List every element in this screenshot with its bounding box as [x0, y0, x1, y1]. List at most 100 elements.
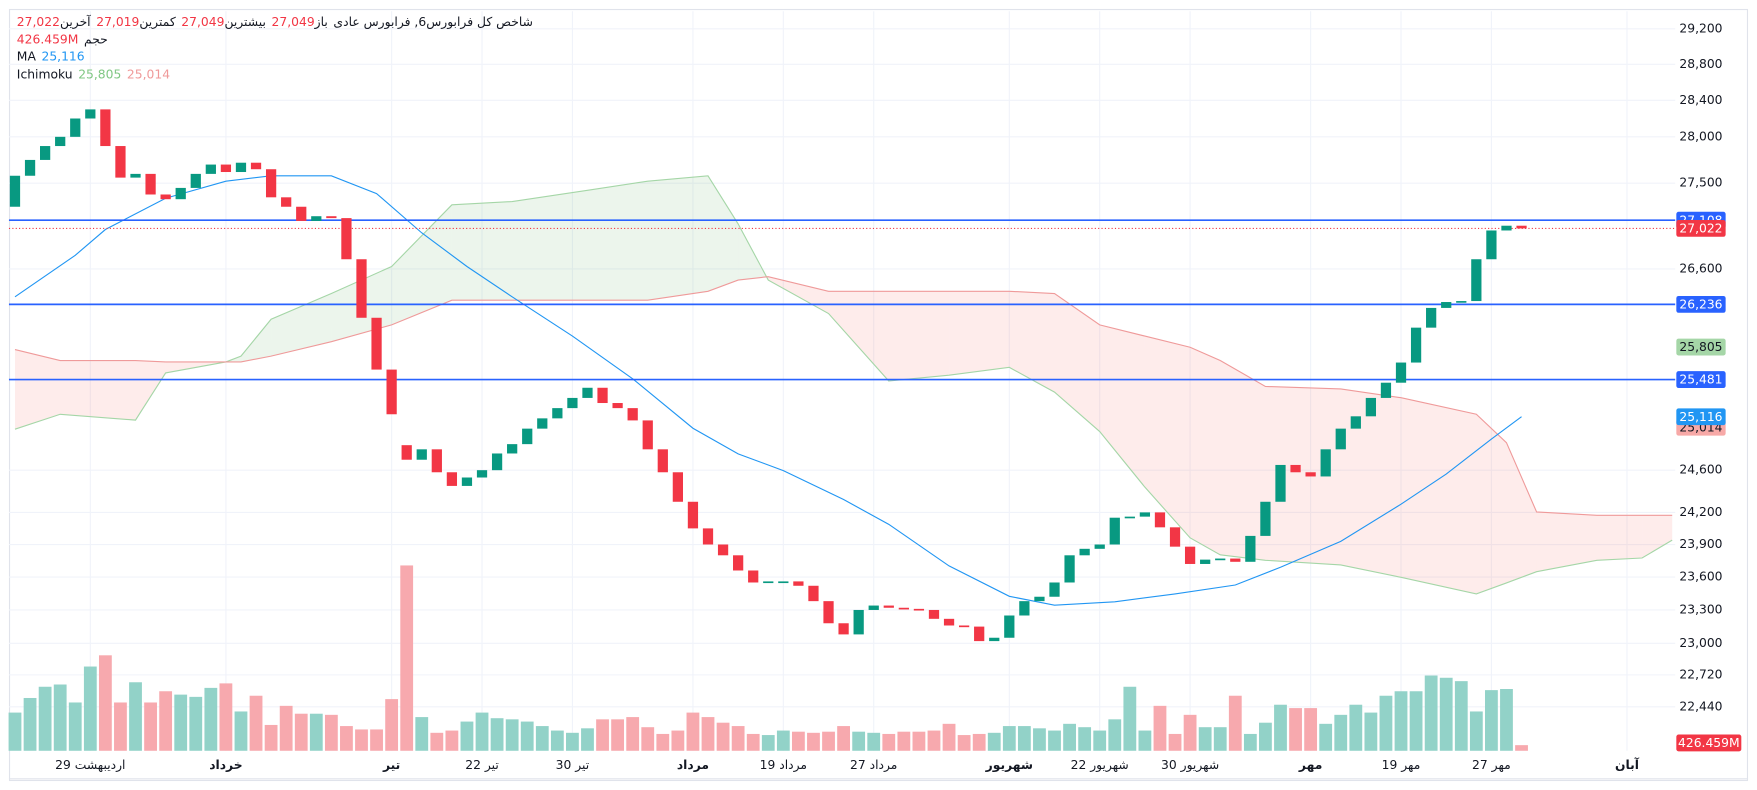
- volume-bar: [1243, 733, 1257, 751]
- candle-body: [190, 173, 201, 188]
- x-tick-label: 22 شهریور: [1071, 758, 1129, 773]
- cloud-fill: [1265, 386, 1341, 565]
- volume-bar: [460, 721, 474, 751]
- volume-bar: [716, 722, 730, 751]
- volume-bar: [1183, 714, 1197, 751]
- candle-body: [1486, 230, 1497, 260]
- volume-bar: [867, 732, 881, 751]
- ohlc-item: بیشترین27,049: [181, 13, 266, 30]
- volume-bar: [505, 719, 519, 751]
- volume-bar: [1228, 695, 1242, 751]
- volume-bar: [581, 728, 594, 751]
- candle-body: [1395, 362, 1407, 383]
- candle-body: [1305, 472, 1316, 477]
- candle-body: [1410, 327, 1422, 363]
- candle-body: [1169, 527, 1181, 547]
- candle-body: [687, 501, 699, 529]
- candle-body: [567, 397, 578, 409]
- volume-bar: [852, 731, 866, 751]
- cloud-fill: [1642, 515, 1673, 559]
- ohlc-value: 27,049: [181, 14, 225, 30]
- x-tick-label: 27 مرداد: [850, 758, 897, 773]
- volume-bar: [1033, 728, 1046, 751]
- price-tag-label: 25,481: [1679, 373, 1722, 387]
- candle-body: [1320, 449, 1331, 477]
- candle-body: [1516, 225, 1527, 229]
- volume-bar: [671, 730, 685, 751]
- volume-bar: [1123, 686, 1137, 751]
- candle-body: [1275, 464, 1286, 502]
- volume-bar: [385, 699, 399, 751]
- x-tick-label: مرداد: [677, 758, 709, 772]
- volume-bar: [189, 696, 203, 751]
- volume-bar: [897, 731, 911, 751]
- y-tick-label: 23,300: [1679, 602, 1722, 616]
- candle-body: [657, 449, 668, 473]
- volume-bar: [279, 705, 293, 751]
- volume-bar: [1078, 727, 1092, 751]
- volume-bar: [972, 733, 986, 751]
- volume-bar: [1048, 730, 1061, 751]
- volume-bar: [490, 718, 504, 751]
- candle-body: [612, 403, 623, 409]
- volume-bar: [1198, 727, 1212, 751]
- cloud-fill: [271, 293, 332, 357]
- cloud-fill: [60, 360, 136, 421]
- volume-bar: [68, 702, 82, 751]
- volume-bar: [566, 732, 579, 751]
- volume-bar: [144, 702, 157, 751]
- volume-bar: [1168, 733, 1182, 751]
- price-tag-label: 26,236: [1679, 297, 1722, 311]
- volume-bar: [234, 711, 248, 751]
- volume-bar: [1304, 708, 1318, 751]
- candle-body: [898, 607, 909, 610]
- cloud-fill: [1536, 511, 1597, 572]
- volume-bar: [415, 717, 429, 751]
- volume-bar: [927, 730, 941, 751]
- ohlc-value: 27,019: [96, 14, 140, 30]
- volume-bar: [656, 733, 670, 751]
- cloud-fill: [512, 190, 588, 301]
- price-tag: [1676, 338, 1726, 356]
- ohlc-name: باز: [314, 14, 328, 30]
- volume-bar: [340, 726, 353, 751]
- volume-bar: [641, 727, 655, 751]
- price-tag-label: 27,022: [1679, 221, 1722, 235]
- volume-bar: [159, 691, 173, 751]
- ohlc-name: آخرین: [59, 14, 91, 30]
- volume-bar: [114, 702, 127, 751]
- candle-body: [341, 218, 352, 260]
- ichimoku-span-b: [14, 276, 1673, 516]
- volume-bar: [98, 655, 112, 751]
- candle-body: [627, 408, 638, 421]
- volume-bar: [686, 712, 700, 751]
- price-tag-label: 25,116: [1679, 410, 1722, 424]
- volume-bar: [611, 719, 625, 751]
- volume-bar: [731, 726, 745, 751]
- volume-name: حجم: [84, 31, 108, 47]
- volume-bar: [1515, 745, 1528, 751]
- y-tick-label: 24,200: [1679, 505, 1722, 519]
- y-tick-label: 29,200: [1679, 21, 1722, 35]
- price-tag: [1676, 219, 1726, 237]
- ichimoku-name: Ichimoku: [16, 66, 73, 82]
- volume-bar: [219, 683, 233, 751]
- volume-bar: [1409, 691, 1423, 751]
- cloud-fill: [1506, 442, 1537, 583]
- price-tag: [1676, 295, 1726, 313]
- y-tick-label: 22,720: [1679, 667, 1722, 681]
- volume-bar: [129, 682, 142, 751]
- candle-body: [883, 605, 894, 608]
- ichimoku-value: 25,805: [78, 66, 122, 82]
- candle-body: [1441, 302, 1452, 308]
- candle-body: [130, 173, 141, 178]
- candle-body: [1049, 582, 1060, 597]
- volume-bar: [1394, 691, 1408, 751]
- candle-body: [943, 618, 955, 626]
- volume-bar: [776, 730, 790, 751]
- candle-body: [1350, 416, 1361, 429]
- volume-bar: [1454, 681, 1468, 751]
- volume-bar: [309, 713, 323, 751]
- frame: [8, 8, 1749, 782]
- cloud-fill: [647, 175, 709, 301]
